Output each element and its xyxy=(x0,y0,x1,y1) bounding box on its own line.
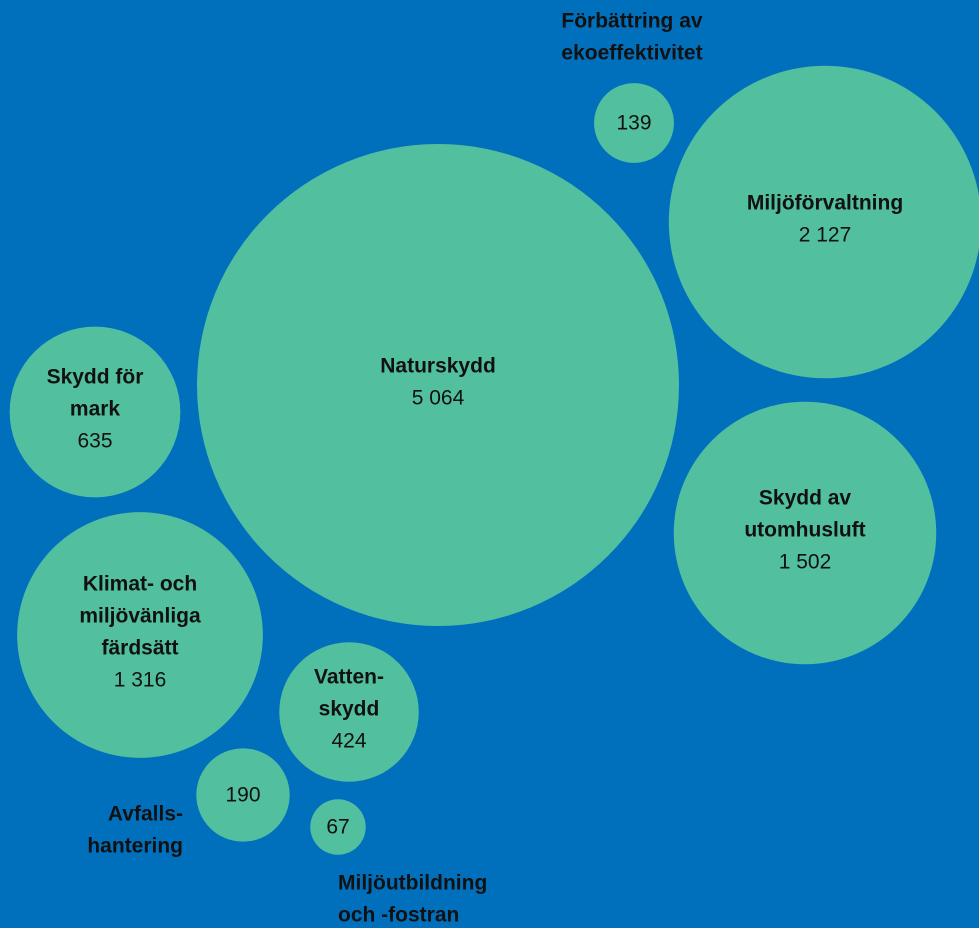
value-label: 1 316 xyxy=(114,669,167,692)
bubble xyxy=(9,326,181,498)
bubble-label: utomhusluft xyxy=(744,519,865,542)
bubble-label: Avfalls- xyxy=(108,803,183,826)
bubble-label: Skydd av xyxy=(759,487,852,510)
bubble-label: Klimat- och xyxy=(83,573,197,596)
bubble xyxy=(673,401,937,665)
bubble-label: Vatten- xyxy=(314,666,384,689)
bubble xyxy=(310,799,366,855)
bubble-label: miljövänliga xyxy=(79,605,201,628)
value-label: 2 127 xyxy=(799,224,852,247)
bubble-label: Skydd för xyxy=(47,366,144,389)
bubble xyxy=(17,512,263,758)
bubble-label: hantering xyxy=(87,835,183,858)
bubble-label: ekoeffektivitet xyxy=(561,42,702,65)
bubble-label: Förbättring av xyxy=(561,10,702,33)
bubble-label: Miljöutbildning xyxy=(338,872,487,895)
value-label: 635 xyxy=(77,430,112,453)
bubble-label: Naturskydd xyxy=(380,355,496,378)
bubble xyxy=(279,642,419,782)
value-label: 5 064 xyxy=(412,387,465,410)
bubble-label: Miljöförvaltning xyxy=(747,192,903,215)
value-label: 190 xyxy=(225,784,260,807)
bubble xyxy=(668,65,979,379)
bubble xyxy=(594,83,674,163)
value-label: 139 xyxy=(616,112,651,135)
bubble-label: färdsätt xyxy=(101,637,178,660)
bubble-label: och -fostran xyxy=(338,904,459,927)
value-label: 1 502 xyxy=(779,551,832,574)
bubble xyxy=(197,144,679,626)
bubble-label: mark xyxy=(70,398,121,421)
bubble xyxy=(196,748,290,842)
value-label: 424 xyxy=(331,730,366,753)
bubble-label: skydd xyxy=(319,698,380,721)
value-label: 67 xyxy=(326,816,349,839)
